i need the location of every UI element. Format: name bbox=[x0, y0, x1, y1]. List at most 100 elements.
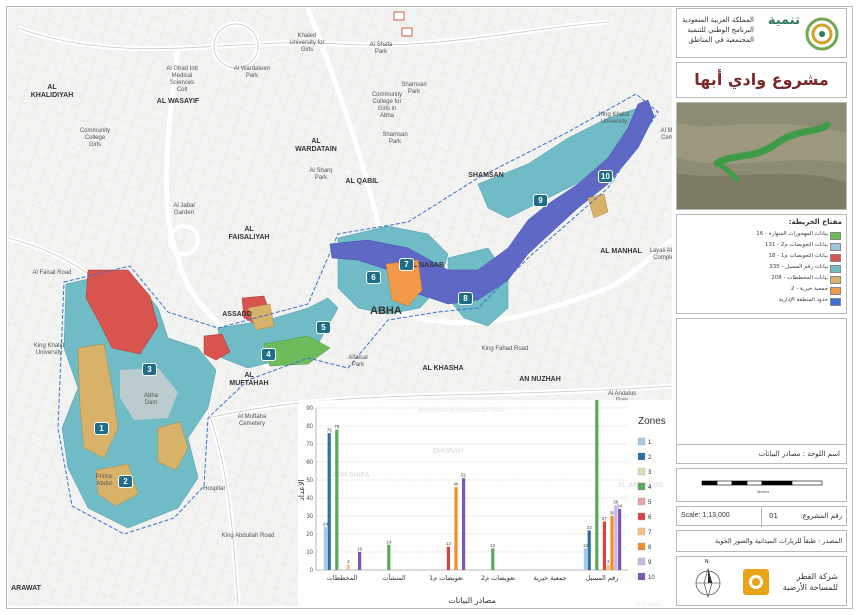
district-label: ARAWAT bbox=[11, 585, 41, 592]
admin-boundary bbox=[57, 93, 659, 535]
chart-legend-label: 3 bbox=[648, 470, 652, 476]
map-label: Al Andalus bbox=[607, 391, 637, 397]
satellite-inset bbox=[676, 102, 847, 210]
chart-x-tick: تعويضات م1 bbox=[429, 574, 463, 582]
map-label: College bbox=[84, 135, 106, 141]
chart-data-label: 3 bbox=[607, 559, 610, 564]
chart-data-label: 51 bbox=[461, 473, 467, 478]
map-label: University bbox=[35, 350, 63, 356]
map-label: Girls bbox=[300, 47, 314, 53]
legend-swatch bbox=[830, 232, 841, 240]
map-label: Park bbox=[314, 175, 328, 181]
chart-data-label: 13 bbox=[446, 541, 452, 546]
district-label: AL bbox=[311, 138, 321, 145]
legend-item: جمعية خيرية - 2 bbox=[681, 286, 841, 296]
map-label: Community bbox=[79, 128, 111, 134]
legend-title: مفتاح الخريطة: bbox=[788, 218, 842, 226]
legend-item: حدود المنطقة الإدارية bbox=[681, 297, 841, 307]
legend-item: بيانات التعويضات م2 - 131 bbox=[681, 242, 841, 252]
chart-legend-label: 8 bbox=[648, 545, 652, 551]
map-label: Cemetery bbox=[238, 421, 265, 427]
satellite-image bbox=[677, 103, 846, 209]
project-number: 01 bbox=[769, 512, 778, 520]
north-arrow-icon bbox=[695, 567, 721, 599]
zone-marker[interactable]: 2 bbox=[118, 475, 133, 488]
map-label: Al Muftaha bbox=[237, 414, 267, 420]
zone-marker[interactable]: 6 bbox=[366, 271, 381, 284]
legend-swatch bbox=[830, 265, 841, 273]
chart-y-tick: 30 bbox=[306, 514, 313, 520]
district-label: AL bbox=[244, 372, 254, 379]
zone-marker[interactable]: 7 bbox=[399, 258, 414, 271]
chart-legend-label: 6 bbox=[648, 515, 652, 521]
chart-bar bbox=[327, 433, 331, 570]
chart-legend-swatch bbox=[637, 437, 646, 446]
legend-item: بيانات التعويضات م1 - 18 bbox=[681, 253, 841, 263]
legend-swatch bbox=[830, 276, 841, 284]
district-label: AL bbox=[244, 226, 254, 233]
chart-y-tick: 10 bbox=[306, 550, 313, 556]
zone-marker[interactable]: 9 bbox=[533, 194, 548, 207]
company-name-line-1: شركة القطر bbox=[796, 572, 838, 581]
data-sources-chart: 0102030405060708090247678310المخططات14ال… bbox=[298, 400, 666, 605]
map-label: Shamsan bbox=[382, 132, 408, 138]
header-box: تنمية المملكة العربية السعودية البرنامج … bbox=[676, 8, 847, 58]
org-line-2: البرنامج الوطني للتنمية bbox=[687, 26, 754, 34]
chart-data-label: 36 bbox=[613, 500, 619, 505]
sidebar: تنمية المملكة العربية السعودية البرنامج … bbox=[676, 8, 847, 606]
district-label: AL NASAB bbox=[407, 262, 445, 269]
map-label: Al Wardateen bbox=[233, 66, 271, 72]
map-label: Coll bbox=[176, 87, 188, 93]
chart-data-label: 22 bbox=[587, 525, 593, 530]
chart-bar bbox=[614, 505, 618, 570]
zone-marker[interactable]: 8 bbox=[458, 292, 473, 305]
project-title: مشروع وادي أبها bbox=[694, 70, 829, 89]
sheet-name-box: اسم اللوحة : مصادر البيانات bbox=[676, 444, 847, 464]
chart-y-tick: 50 bbox=[306, 478, 313, 484]
chart-bar bbox=[610, 516, 614, 570]
district-label: AL MANHAL bbox=[600, 248, 642, 255]
legend-label: بيانات التعويضات م2 - 131 bbox=[764, 242, 828, 248]
chart-bar bbox=[335, 429, 339, 570]
chart-data-label: 10 bbox=[357, 547, 363, 552]
chart-y-label: الأعداد bbox=[298, 479, 306, 501]
chart-data-label: 3 bbox=[347, 559, 350, 564]
map-label: University bbox=[600, 119, 628, 125]
chart-x-tick: تعويضات م2 bbox=[481, 574, 515, 582]
chart-bar bbox=[602, 521, 606, 570]
legend-label: بيانات رقم المسيل - 335 bbox=[769, 264, 828, 270]
map-label: King Fahad Road bbox=[481, 346, 529, 352]
tanmia-logo-icon bbox=[805, 17, 839, 51]
map-canvas[interactable]: Khaled University for Girls Al Shafa Park Al … bbox=[8, 8, 672, 606]
abha-dam bbox=[120, 368, 178, 420]
legend-item: بيانات رقم المسيل - 335 bbox=[681, 264, 841, 274]
chart-data-label: 76 bbox=[327, 428, 333, 433]
zone-marker[interactable]: 3 bbox=[142, 363, 157, 376]
wadi-corridor bbox=[329, 99, 655, 305]
legend-label: بيانات المخططات - 208 bbox=[771, 275, 828, 281]
chart-y-tick: 40 bbox=[306, 496, 313, 502]
zone-marker[interactable]: 4 bbox=[261, 348, 276, 361]
chart-bar bbox=[618, 508, 622, 570]
logo-text: تنمية bbox=[767, 13, 800, 28]
map-label: Park bbox=[351, 362, 365, 368]
chart-y-tick: 0 bbox=[310, 568, 314, 574]
map-label: Al Sharq bbox=[309, 168, 333, 174]
chart-legend-label: 1 bbox=[648, 440, 652, 446]
chart-x-label: مصادر البيانات bbox=[448, 596, 496, 605]
map-label: Community bbox=[371, 92, 403, 98]
chart-data-label: 34 bbox=[617, 503, 623, 508]
zone-marker[interactable]: 5 bbox=[316, 321, 331, 334]
map-label: Medical bbox=[171, 73, 193, 79]
zone-marker[interactable]: 1 bbox=[94, 422, 109, 435]
legend-swatch bbox=[830, 243, 841, 251]
scalebar-unit: Meters bbox=[757, 489, 770, 494]
map-label: Al Manhal bbox=[660, 128, 672, 134]
chart-bar bbox=[454, 487, 458, 570]
north-label: N bbox=[705, 559, 709, 565]
chart-legend-swatch bbox=[637, 482, 646, 491]
map-label: Garden bbox=[173, 210, 194, 216]
zone-marker[interactable]: 10 bbox=[598, 170, 613, 183]
district-label: MUFTAHAH bbox=[229, 380, 269, 387]
company-name: شركة القطر للمساحة الأرضية bbox=[783, 571, 838, 593]
